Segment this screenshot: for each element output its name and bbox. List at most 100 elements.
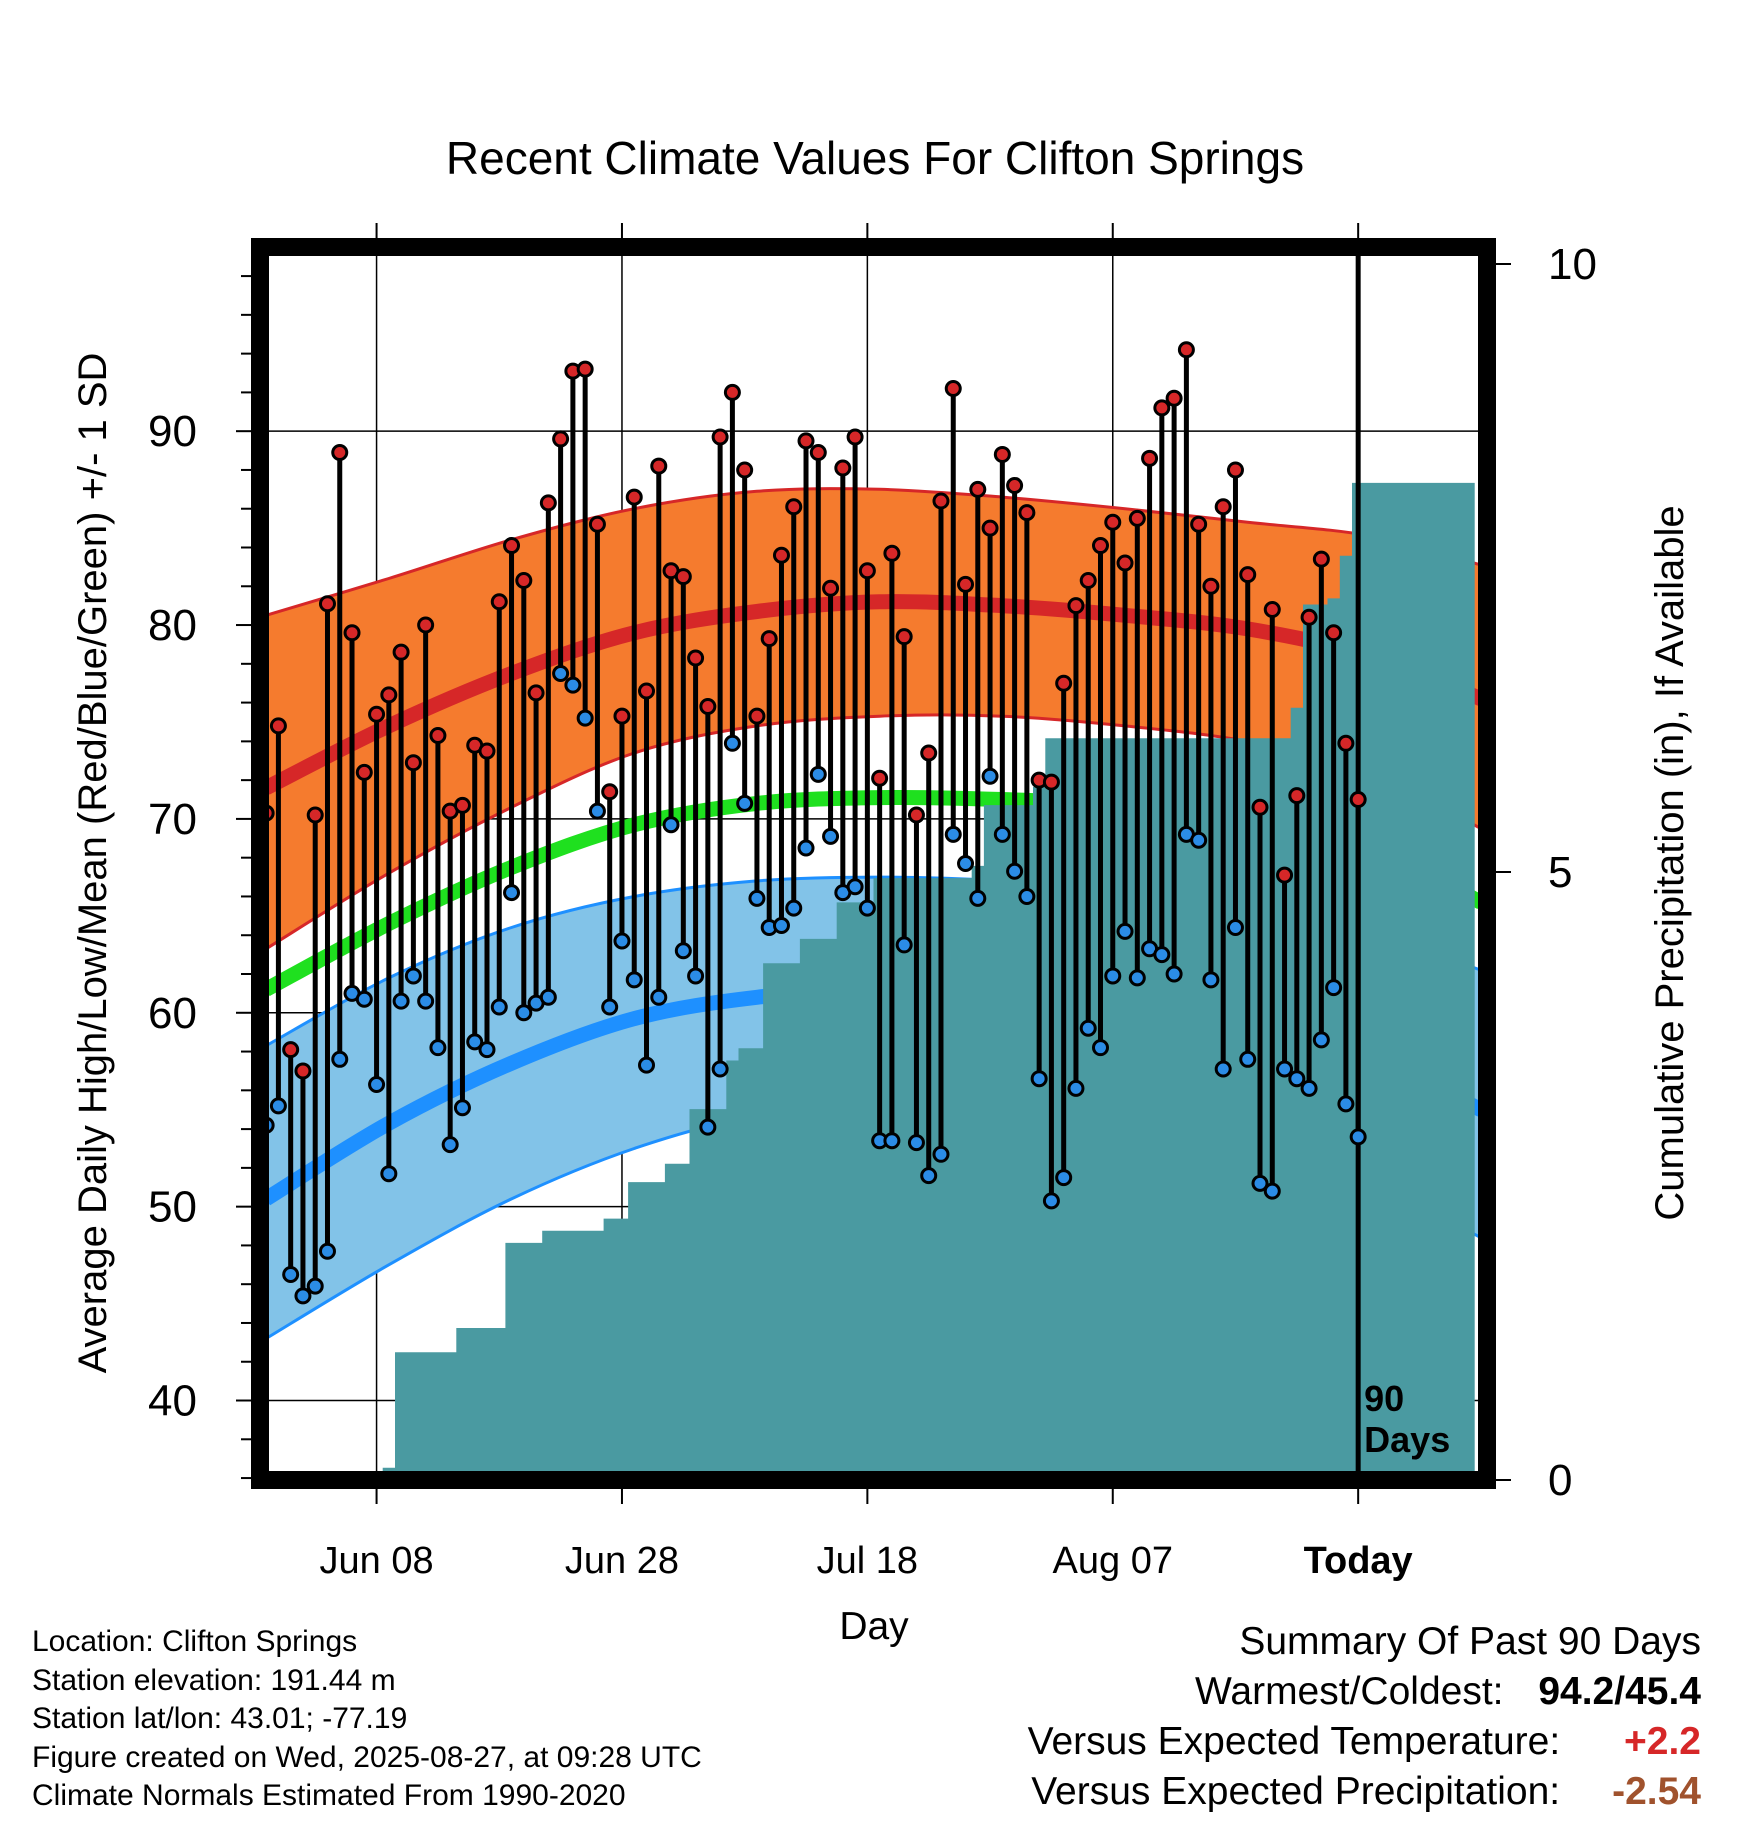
daily-high-point xyxy=(1042,773,1060,791)
daily-high-point xyxy=(846,428,864,446)
daily-low-point xyxy=(1288,1070,1306,1088)
daily-high-point xyxy=(392,643,410,661)
daily-high-point xyxy=(895,628,913,646)
daily-low-point xyxy=(687,967,705,985)
daily-low-point xyxy=(441,1136,459,1154)
daily-low-point xyxy=(699,1118,717,1136)
warmest-coldest-row: Warmest/Coldest: 94.2/45.4 xyxy=(1028,1667,1701,1717)
daily-low-point xyxy=(503,884,521,902)
daily-low-point xyxy=(1116,922,1134,940)
daily-high-point xyxy=(957,575,975,593)
daily-high-point xyxy=(969,480,987,498)
y2-tick-label: 0 xyxy=(1548,1456,1572,1505)
daily-low-point xyxy=(1128,969,1146,987)
daily-high-point xyxy=(932,492,950,510)
daily-high-point xyxy=(638,682,656,700)
daily-low-point xyxy=(453,1099,471,1117)
latlon-text: Station lat/lon: 43.01; -77.19 xyxy=(32,1702,408,1736)
today-days-number: 90 xyxy=(1364,1378,1404,1419)
created-text: Figure created on Wed, 2025-08-27, at 09… xyxy=(32,1740,702,1774)
daily-low-point xyxy=(1104,967,1122,985)
daily-low-point xyxy=(1030,1070,1048,1088)
daily-high-point xyxy=(1177,341,1195,359)
daily-low-point xyxy=(1018,887,1036,905)
daily-low-point xyxy=(392,992,410,1010)
daily-high-point xyxy=(282,1041,300,1059)
daily-low-point xyxy=(515,1004,533,1022)
daily-high-point xyxy=(981,519,999,537)
x-tick-label: Jun 08 xyxy=(320,1540,434,1582)
summary-title: Summary Of Past 90 Days xyxy=(1239,1620,1701,1663)
daily-high-point xyxy=(1251,798,1269,816)
y-axis-label: Average Daily High/Low/Mean (Red/Blue/Gr… xyxy=(71,353,115,1374)
daily-high-point xyxy=(822,579,840,597)
daily-high-point xyxy=(294,1062,312,1080)
daily-low-point xyxy=(723,734,741,752)
daily-low-point xyxy=(1276,1060,1294,1078)
axis-ticks xyxy=(236,223,1511,1504)
daily-high-point xyxy=(1055,674,1073,692)
daily-high-point xyxy=(687,649,705,667)
daily-low-point xyxy=(1165,965,1183,983)
daily-low-point xyxy=(858,899,876,917)
daily-low-point xyxy=(380,1165,398,1183)
daily-low-point xyxy=(907,1134,925,1152)
daily-high-point xyxy=(797,432,815,450)
daily-low-point xyxy=(981,767,999,785)
x-tick-label: Aug 07 xyxy=(1053,1540,1173,1582)
daily-low-point xyxy=(429,1039,447,1057)
daily-low-point xyxy=(650,988,668,1006)
daily-low-point xyxy=(638,1056,656,1074)
daily-low-point xyxy=(711,1060,729,1078)
temp-anomaly-value: +2.2 xyxy=(1624,1720,1701,1763)
daily-low-point xyxy=(613,932,631,950)
daily-high-point xyxy=(785,498,803,516)
y-tick-label: 80 xyxy=(148,601,197,650)
daily-low-point xyxy=(883,1132,901,1150)
daily-low-point xyxy=(957,855,975,872)
daily-high-point xyxy=(1214,498,1232,516)
y-tick-label: 40 xyxy=(148,1377,197,1426)
chart-title: Recent Climate Values For Clifton Spring… xyxy=(446,132,1304,184)
daily-low-point xyxy=(748,889,766,907)
daily-high-point xyxy=(355,763,373,781)
daily-high-point xyxy=(269,717,287,735)
station-info: Location: Clifton Springs Station elevat… xyxy=(32,1623,702,1816)
daily-low-point xyxy=(539,988,557,1006)
daily-high-point xyxy=(1337,734,1355,752)
normals-text: Climate Normals Estimated From 1990-2020 xyxy=(32,1779,626,1813)
daily-high-point xyxy=(858,562,876,580)
daily-low-point xyxy=(331,1050,349,1068)
daily-high-point xyxy=(601,783,619,801)
high-sd-band-upper-edge xyxy=(265,487,1482,617)
daily-high-point xyxy=(834,459,852,477)
daily-high-point xyxy=(760,630,778,648)
daily-low-point xyxy=(588,802,606,820)
y2-tick-label: 10 xyxy=(1548,240,1597,289)
daily-low-point xyxy=(822,827,840,845)
high-sd-band xyxy=(266,488,1481,949)
daily-high-point xyxy=(503,537,521,555)
daily-low-point xyxy=(1067,1079,1085,1097)
daily-high-point xyxy=(331,444,349,461)
daily-low-point xyxy=(466,1033,484,1051)
daily-low-point xyxy=(674,942,692,960)
plot-frame xyxy=(251,238,1496,1489)
daily-high-point xyxy=(1006,476,1024,494)
daily-high-point xyxy=(515,571,533,589)
x-tick-label: Jun 28 xyxy=(565,1540,679,1582)
daily-high-point xyxy=(1325,624,1343,642)
precipitation-area xyxy=(345,482,1475,1480)
daily-high-point xyxy=(429,727,447,745)
daily-low-point xyxy=(944,825,962,843)
daily-low-point xyxy=(797,839,815,857)
daily-low-point xyxy=(1153,946,1171,964)
daily-high-point xyxy=(368,705,386,723)
daily-low-point xyxy=(895,936,913,954)
daily-low-point xyxy=(1226,918,1244,936)
elevation-text: Station elevation: 191.44 m xyxy=(32,1663,396,1697)
y2-tick-label: 5 xyxy=(1548,848,1572,897)
daily-low-point xyxy=(1042,1192,1060,1210)
daily-low-point xyxy=(846,878,864,896)
